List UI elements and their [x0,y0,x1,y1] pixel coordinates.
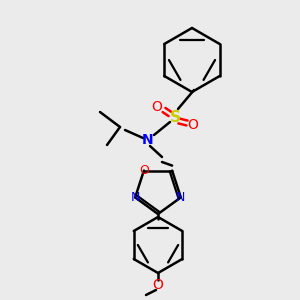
Text: N: N [142,133,154,147]
Text: S: S [169,110,181,124]
Text: N: N [176,191,185,204]
Text: O: O [152,100,162,114]
Text: O: O [188,118,198,132]
Text: O: O [153,278,164,292]
Text: N: N [130,191,140,204]
Text: O: O [139,164,149,177]
